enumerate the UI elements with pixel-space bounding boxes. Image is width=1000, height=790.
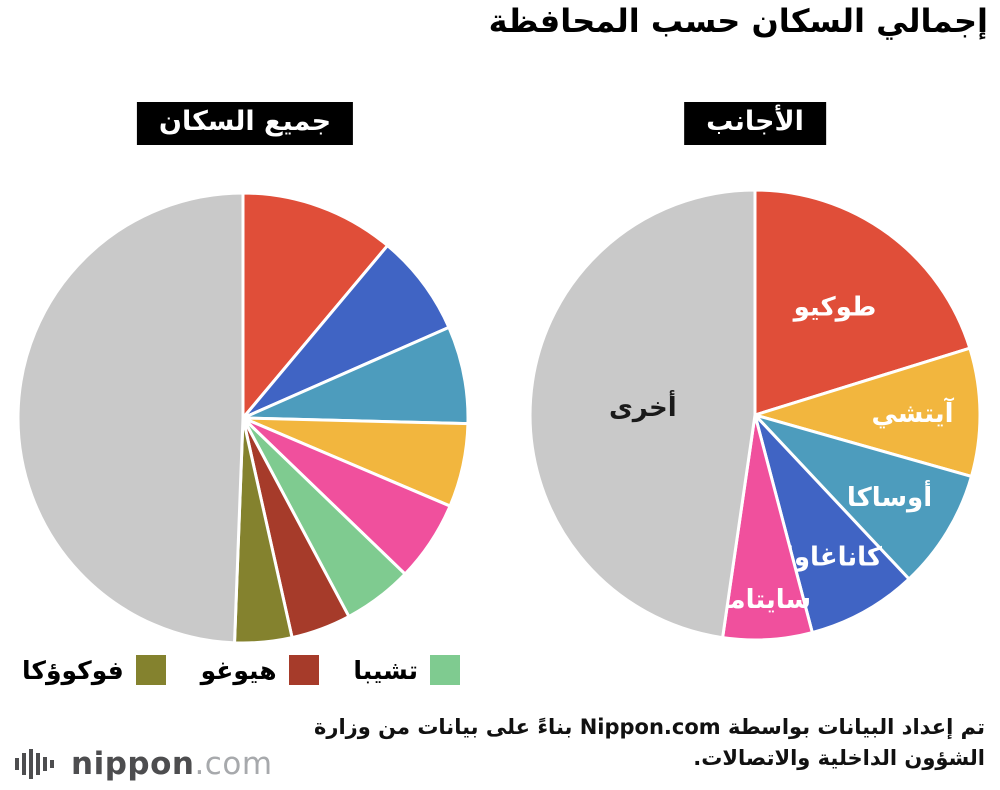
pie-slice-foreigners-kanagawa xyxy=(753,413,911,635)
pie-chart-foreigners: طوكيو آيتشي أوساكا كاناغاوا سايتاما أخرى xyxy=(528,188,982,642)
pie-chart-all-population xyxy=(16,191,470,645)
legend-swatch-chiba xyxy=(430,655,460,685)
legend-item-fukuoka: فوكوؤكا xyxy=(22,655,166,685)
pie-slice-foreigners-others xyxy=(528,188,757,640)
legend-label-fukuoka: فوكوؤكا xyxy=(22,655,124,685)
pie-slice-all-population-tokyo xyxy=(241,191,390,420)
pie-slice-label-foreigners-kanagawa: كاناغاوا xyxy=(785,543,883,573)
pie-slice-label-foreigners-osaka: أوساكا xyxy=(847,480,932,513)
legend-item-chiba: تشيبا xyxy=(353,655,460,685)
pie-slice-label-foreigners-aichi: آيتشي xyxy=(871,397,954,429)
pie-slice-foreigners-tokyo xyxy=(753,188,972,417)
source-note: تم إعداد البيانات بواسطة Nippon.com بناء… xyxy=(313,715,985,771)
pie-slice-label-foreigners-tokyo: طوكيو xyxy=(792,292,877,322)
legend-item-hyogo: هيوغو xyxy=(201,655,319,685)
nippon-logo: nippon.com xyxy=(15,744,273,784)
legend-label-hyogo: هيوغو xyxy=(200,655,277,685)
chart-title-foreigners: الأجانب xyxy=(684,102,826,145)
logo-brand: nippon xyxy=(71,746,195,782)
pie-slice-all-population-kanagawa xyxy=(241,244,451,420)
pie-slice-foreigners-aichi xyxy=(753,346,982,478)
chart-title-all-population: جميع السكان xyxy=(136,102,354,145)
pie-slice-foreigners-osaka xyxy=(753,413,973,581)
logo-text: nippon.com xyxy=(71,746,273,782)
legend-swatch-fukuoka xyxy=(135,655,166,685)
legend-swatch-hyogo xyxy=(288,655,319,685)
pie-slice-label-foreigners-saitama: سايتاما xyxy=(720,585,811,615)
legend-label-chiba: تشيبا xyxy=(353,655,418,685)
page-title: إجمالي السكان حسب المحافظة xyxy=(488,2,988,40)
sound-bars-icon xyxy=(15,749,54,779)
legend: تشيبا هيوغو فوكوؤكا xyxy=(22,655,460,685)
pie-slice-label-foreigners-others: أخرى xyxy=(609,390,677,423)
pie-slice-all-population-others xyxy=(16,191,245,645)
logo-tld: .com xyxy=(194,746,273,782)
